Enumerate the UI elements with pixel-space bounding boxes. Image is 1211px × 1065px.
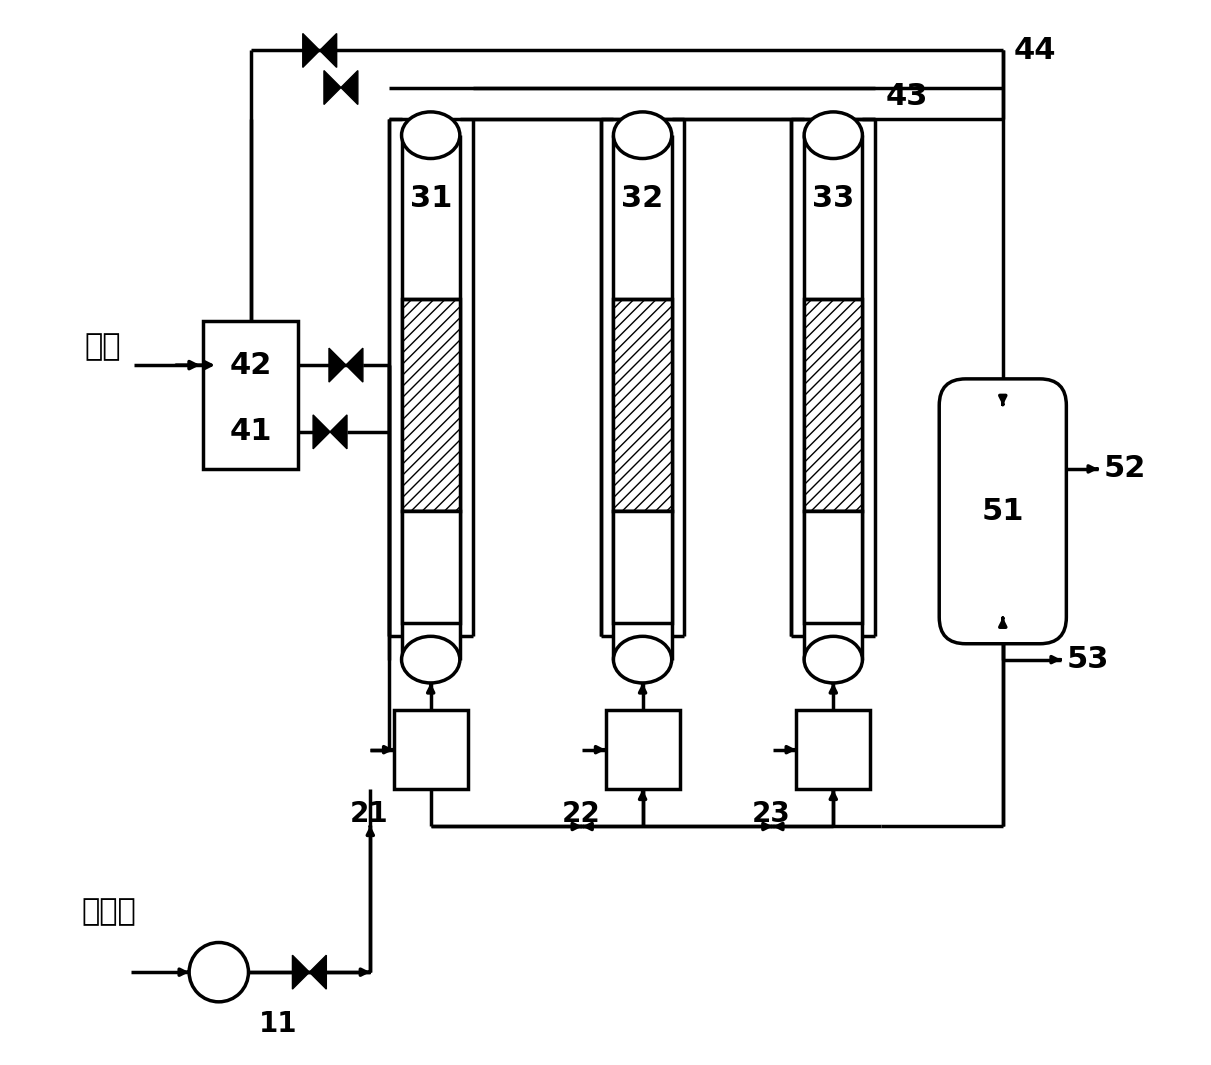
Text: 32: 32	[621, 184, 664, 213]
Text: 11: 11	[259, 1011, 298, 1038]
Polygon shape	[303, 33, 320, 67]
Polygon shape	[314, 415, 331, 448]
Ellipse shape	[804, 636, 862, 683]
Text: 51: 51	[982, 496, 1025, 526]
Polygon shape	[346, 348, 363, 382]
Bar	[804, 511, 862, 623]
Ellipse shape	[804, 112, 862, 159]
Polygon shape	[331, 415, 348, 448]
Ellipse shape	[614, 636, 672, 683]
Bar	[796, 710, 871, 789]
Polygon shape	[329, 348, 346, 382]
FancyBboxPatch shape	[940, 379, 1067, 643]
Text: 43: 43	[885, 82, 928, 111]
Ellipse shape	[402, 636, 460, 683]
Bar	[402, 299, 460, 511]
Text: 23: 23	[752, 800, 791, 828]
Ellipse shape	[402, 112, 460, 159]
Polygon shape	[325, 70, 342, 104]
Text: 氢气: 氢气	[85, 332, 121, 362]
Bar	[394, 710, 467, 789]
Text: 41: 41	[229, 417, 271, 446]
Text: 52: 52	[1103, 455, 1146, 484]
Bar	[614, 299, 672, 511]
Text: 31: 31	[409, 184, 452, 213]
Text: 33: 33	[813, 184, 855, 213]
Text: 21: 21	[350, 800, 389, 828]
Text: 53: 53	[1067, 645, 1109, 674]
Text: 原料液: 原料液	[81, 898, 136, 927]
Bar	[203, 321, 298, 469]
Bar	[614, 511, 672, 623]
Ellipse shape	[614, 112, 672, 159]
Bar	[606, 710, 679, 789]
Text: 44: 44	[1014, 36, 1056, 65]
Polygon shape	[309, 955, 326, 989]
Polygon shape	[320, 33, 337, 67]
Text: 42: 42	[229, 350, 271, 379]
Text: 22: 22	[562, 800, 601, 828]
Polygon shape	[342, 70, 358, 104]
Polygon shape	[292, 955, 309, 989]
Bar	[402, 511, 460, 623]
Bar	[804, 299, 862, 511]
